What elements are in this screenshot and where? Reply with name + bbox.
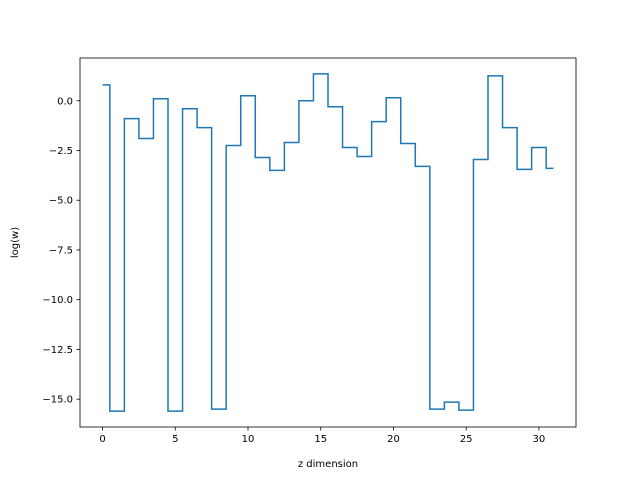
x-tick-label: 0 [99,434,105,445]
y-tick-label: −10.0 [42,295,73,306]
y-tick-label: 0.0 [57,96,73,107]
y-tick-label: −5.0 [49,196,73,207]
x-axis-ticks: 0 5 10 15 20 25 30 [99,427,545,445]
series-layer [102,73,554,412]
x-tick-label: 25 [460,434,473,445]
x-axis-label: z dimension [298,459,358,470]
plot-frame [79,57,577,428]
y-tick-label: −12.5 [42,345,73,356]
x-tick-label: 15 [314,434,327,445]
y-axis-label: log(w) [10,227,21,258]
plot-area [80,58,576,427]
x-tick-label: 30 [533,434,546,445]
x-tick-label: 10 [242,434,255,445]
y-tick-label: −15.0 [42,395,73,406]
y-tick-label: −7.5 [49,245,73,256]
x-tick-label: 5 [172,434,178,445]
y-axis-ticks: 0.0 −2.5 −5.0 −7.5 −10.0 −12.5 −15.0 [42,96,80,406]
y-tick-label: −2.5 [49,146,73,157]
x-tick-label: 20 [387,434,400,445]
series-line-0 [102,73,554,412]
